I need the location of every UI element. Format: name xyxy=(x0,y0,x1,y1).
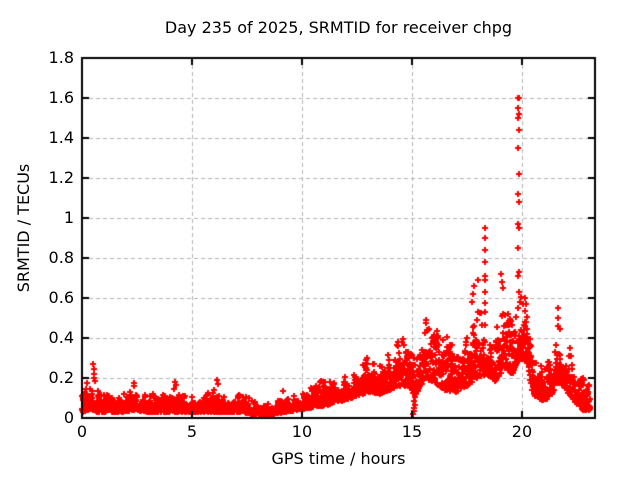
x-tick-label: 5 xyxy=(186,422,198,441)
y-tick-label: 0.4 xyxy=(48,328,74,347)
x-tick-label: 15 xyxy=(401,422,423,441)
x-axis-label: GPS time / hours xyxy=(271,449,406,468)
y-tick-label: 1 xyxy=(63,208,74,227)
x-tick-label: 10 xyxy=(291,422,313,441)
y-tick-label: 1.2 xyxy=(48,168,74,187)
x-tick-label: 20 xyxy=(511,422,533,441)
y-tick-label: 1.8 xyxy=(48,48,74,67)
x-tick-label: 0 xyxy=(76,422,88,441)
y-tick-label: 0.8 xyxy=(48,248,74,267)
y-tick-label: 1.4 xyxy=(48,128,74,147)
chart-title: Day 235 of 2025, SRMTID for receiver chp… xyxy=(164,18,513,37)
y-tick-label: 0 xyxy=(63,408,74,427)
y-tick-label: 0.2 xyxy=(48,368,74,387)
y-tick-label: 0.6 xyxy=(48,288,74,307)
y-tick-label: 1.6 xyxy=(48,88,74,107)
